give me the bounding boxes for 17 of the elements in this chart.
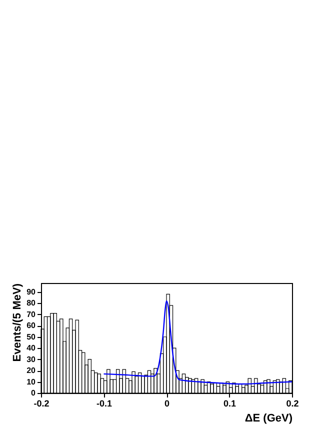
x-tick-label: -0.2 [34, 398, 50, 408]
y-tick-label: 40 [26, 344, 36, 353]
y-tick-label: 0 [31, 388, 36, 398]
x-tick-label: 0.2 [286, 398, 299, 408]
y-tick-label: 90 [26, 287, 36, 296]
x-tick-label: -0.1 [96, 398, 112, 408]
y-tick-label: 60 [26, 321, 36, 330]
x-tick-label: 0 [164, 398, 170, 408]
y-tick-label: 20 [26, 366, 36, 376]
y-axis-title: Events/(5 MeV) [12, 283, 24, 362]
x-tick-label: 0.1 [223, 398, 236, 408]
x-axis-title: ΔE (GeV) [244, 412, 293, 424]
y-tick-label: 50 [26, 332, 36, 342]
y-tick-label: 10 [26, 377, 36, 386]
y-tick-label: 80 [26, 298, 36, 308]
y-tick-label: 30 [26, 354, 36, 364]
y-tick-label: 70 [26, 310, 36, 319]
